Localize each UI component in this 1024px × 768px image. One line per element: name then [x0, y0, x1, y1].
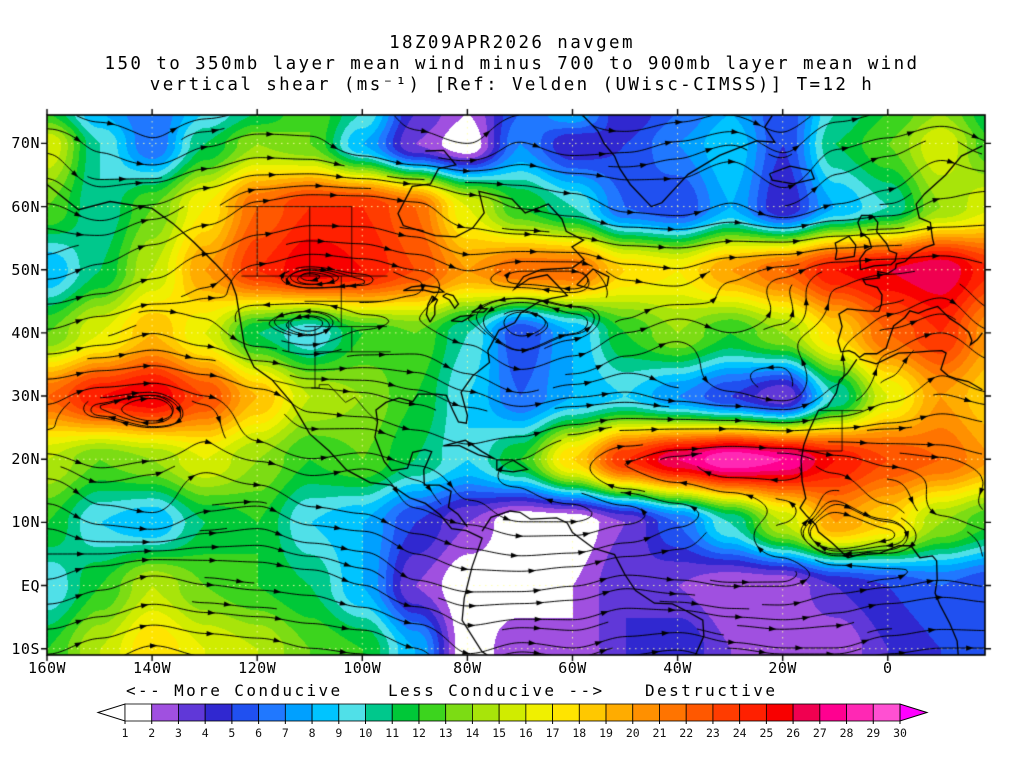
- colorbar-tick-label: 17: [546, 726, 560, 740]
- colorbar-cell: [418, 703, 447, 722]
- colorbar-cell: [712, 703, 741, 722]
- lat-tick-label: 30N: [11, 387, 40, 406]
- colorbar-left-arrow: [96, 703, 126, 722]
- colorbar-tick-label: 8: [309, 726, 316, 740]
- lon-tick-label: 140W: [133, 659, 172, 677]
- colorbar-cell: [632, 703, 660, 722]
- colorbar-cell: [151, 703, 179, 722]
- lat-tick-label: 40N: [11, 323, 40, 342]
- legend-destructive: Destructive: [645, 681, 778, 700]
- lat-tick-label: 10N: [11, 513, 40, 532]
- colorbar-cell: [124, 703, 153, 722]
- shear-map-canvas: [39, 107, 993, 663]
- colorbar-cell: [525, 703, 553, 722]
- colorbar-cell: [204, 703, 233, 722]
- colorbar-cell: [311, 703, 340, 722]
- colorbar-tick-label: 10: [359, 726, 373, 740]
- colorbar-cell: [365, 703, 393, 722]
- colorbar-cell: [498, 703, 527, 722]
- lat-tick-label: 60N: [11, 197, 40, 216]
- colorbar-right-arrow: [899, 703, 929, 722]
- colorbar-tick-label: 28: [840, 726, 854, 740]
- lat-tick-label: 50N: [11, 260, 40, 279]
- colorbar-cell: [178, 703, 206, 722]
- colorbar-tick-label: 4: [202, 726, 209, 740]
- colorbar-tick-label: 15: [492, 726, 506, 740]
- colorbar-cell: [819, 703, 847, 722]
- title-block: 18Z09APR2026 navgem 150 to 350mb layer m…: [0, 33, 1024, 96]
- page-title-line-2: 150 to 350mb layer mean wind minus 700 t…: [104, 54, 920, 74]
- lon-tick-label: 160W: [27, 659, 67, 677]
- colorbar-cell: [391, 703, 420, 722]
- colorbar-cell: [846, 703, 874, 722]
- lon-tick-label: 0: [883, 659, 893, 677]
- colorbar-cell: [605, 703, 634, 722]
- colorbar-tick-label: 26: [786, 726, 800, 740]
- colorbar-cell: [792, 703, 821, 722]
- lon-tick-label: 80W: [453, 659, 482, 677]
- colorbar-tick-label: 3: [175, 726, 182, 740]
- colorbar-tick-label: 7: [282, 726, 289, 740]
- colorbar-cell: [578, 703, 607, 722]
- colorbar-cell: [685, 703, 714, 722]
- lat-tick-label: 70N: [11, 134, 40, 153]
- colorbar-tick-label: 30: [893, 726, 907, 740]
- colorbar-cell: [258, 703, 286, 722]
- colorbar-cell: [659, 703, 687, 722]
- colorbar-tick-label: 21: [653, 726, 667, 740]
- colorbar-cell: [739, 703, 767, 722]
- page-title-line-3: vertical shear (ms⁻¹) [Ref: Velden (UWis…: [149, 75, 875, 95]
- colorbar-tick-label: 19: [599, 726, 613, 740]
- colorbar-cell: [765, 703, 794, 722]
- page-title-line-1: 18Z09APR2026 navgem: [389, 33, 635, 53]
- colorbar-tick-label: 24: [733, 726, 747, 740]
- colorbar-cell: [284, 703, 313, 722]
- colorbar-tick-label: 5: [228, 726, 235, 740]
- colorbar-tick-label: 20: [626, 726, 640, 740]
- colorbar-tick-label: 2: [148, 726, 155, 740]
- colorbar-cell: [552, 703, 580, 722]
- legend-less-conducive: Less Conducive -->: [388, 681, 605, 700]
- lon-tick-label: 120W: [238, 659, 277, 677]
- colorbar: 1 2 3 4 5 6 7 8 9 10 11 12 13 14 15 16 17 18 19 20 21 22 23 24 2…: [96, 703, 929, 740]
- lon-tick-label: 20W: [768, 659, 797, 677]
- colorbar-cell: [338, 703, 366, 722]
- colorbar-tick-label: 27: [813, 726, 827, 740]
- colorbar-tick-label: 6: [255, 726, 262, 740]
- colorbar-tick-label: 12: [412, 726, 426, 740]
- lat-tick-label: 20N: [11, 450, 40, 469]
- lon-tick-label: 60W: [558, 659, 587, 677]
- lon-tick-label: 100W: [343, 659, 382, 677]
- colorbar-tick-label: 25: [759, 726, 773, 740]
- colorbar-tick-label: 22: [679, 726, 693, 740]
- colorbar-cell: [231, 703, 260, 722]
- colorbar-tick-label: 29: [866, 726, 880, 740]
- colorbar-tick-label: 13: [439, 726, 453, 740]
- colorbar-tick-label: 1: [122, 726, 129, 740]
- lat-tick-label: EQ: [20, 576, 40, 595]
- colorbar-tick-label: 23: [706, 726, 720, 740]
- colorbar-tick-label: 16: [519, 726, 533, 740]
- colorbar-tick-label: 18: [572, 726, 586, 740]
- legend-more-conducive: <-- More Conducive: [126, 681, 343, 700]
- colorbar-tick-label: 9: [335, 726, 342, 740]
- colorbar-tick-label: 14: [465, 726, 479, 740]
- colorbar-cell: [472, 703, 500, 722]
- colorbar-cell: [445, 703, 473, 722]
- colorbar-tick-label: 11: [385, 726, 399, 740]
- lat-tick-label: 10S: [11, 639, 40, 658]
- colorbar-cell: [872, 703, 901, 722]
- lon-tick-label: 40W: [663, 659, 692, 677]
